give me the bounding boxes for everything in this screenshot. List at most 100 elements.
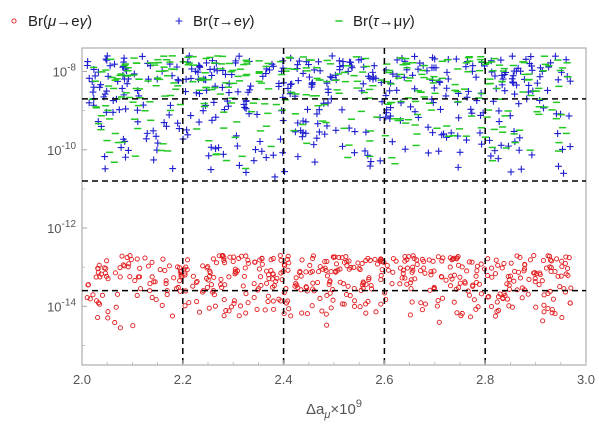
data-point [190, 273, 196, 279]
data-point [346, 258, 352, 264]
data-point [409, 299, 415, 305]
data-point [533, 304, 539, 310]
data-point [310, 280, 316, 286]
data-point [112, 270, 118, 276]
data-point [455, 114, 463, 122]
data-point [294, 77, 302, 84]
data-point [352, 298, 358, 304]
data-point [414, 65, 422, 73]
data-point [284, 85, 292, 92]
data-point [281, 261, 287, 267]
data-point [407, 103, 414, 111]
data-point [298, 287, 304, 293]
data-point [507, 168, 515, 176]
data-point [532, 279, 538, 285]
data-point [96, 83, 104, 91]
data-point [240, 101, 248, 108]
data-point [119, 253, 125, 259]
data-point [517, 165, 525, 173]
data-point [252, 146, 259, 153]
data-point [281, 168, 289, 176]
data-point [121, 263, 127, 269]
data-point [149, 294, 155, 301]
data-point [361, 147, 369, 155]
data-point [339, 142, 346, 150]
data-point [559, 258, 565, 264]
data-point [135, 274, 141, 280]
data-point [234, 268, 241, 274]
data-point [285, 298, 291, 304]
data-point [149, 259, 155, 265]
data-point [91, 72, 99, 80]
data-point [120, 262, 126, 268]
data-point [200, 263, 206, 269]
data-point [486, 136, 493, 144]
data-point [163, 122, 170, 130]
data-point [549, 310, 555, 316]
data-point [408, 277, 414, 283]
data-point [212, 113, 220, 121]
data-point [424, 149, 432, 157]
data-point [511, 90, 518, 98]
data-point [495, 294, 502, 300]
data-point [541, 309, 547, 315]
data-point [293, 275, 299, 281]
data-point [258, 147, 266, 155]
data-point [221, 255, 227, 261]
data-point [145, 263, 151, 269]
data-point [554, 130, 562, 137]
data-point [195, 118, 203, 126]
data-point [344, 68, 352, 75]
data-point [330, 287, 336, 293]
data-point [252, 259, 258, 265]
data-point [404, 265, 411, 271]
data-point [269, 276, 276, 282]
data-point [417, 268, 424, 274]
data-point [225, 89, 233, 96]
data-point [323, 311, 329, 317]
data-point [253, 111, 261, 118]
data-point [193, 279, 199, 285]
data-point [134, 256, 140, 262]
data-point [134, 292, 140, 298]
data-point [307, 262, 313, 269]
data-point [459, 310, 465, 317]
data-point [264, 280, 270, 286]
data-point [271, 283, 277, 289]
data-point [337, 266, 343, 272]
data-point [502, 293, 508, 299]
data-point [363, 257, 369, 264]
data-point [259, 72, 267, 80]
data-point [566, 77, 574, 85]
data-point [288, 80, 296, 88]
data-point [99, 292, 106, 298]
data-point [251, 295, 257, 301]
data-point [309, 268, 315, 274]
data-point [319, 308, 325, 314]
data-point [365, 72, 372, 80]
data-point [102, 270, 108, 276]
data-point [357, 56, 365, 63]
data-point [495, 118, 503, 125]
data-point [363, 310, 369, 316]
data-point [164, 291, 170, 298]
data-point [552, 269, 558, 275]
data-point [85, 99, 93, 107]
data-point [488, 303, 495, 310]
data-point [469, 259, 475, 265]
data-point [435, 254, 441, 260]
data-point [142, 135, 150, 143]
data-point [332, 126, 340, 134]
data-point [364, 151, 372, 159]
data-point [104, 72, 112, 80]
data-point [324, 273, 330, 279]
data-point [103, 52, 111, 60]
data-point [299, 70, 307, 77]
data-point [422, 301, 428, 307]
data-point [316, 67, 324, 75]
data-point [112, 320, 118, 326]
data-point [175, 264, 181, 270]
data-point [432, 64, 440, 72]
legend: Br(μ→eγ) Br(τ→eγ) Br(τ→μγ) [11, 13, 415, 30]
data-point [315, 128, 323, 136]
